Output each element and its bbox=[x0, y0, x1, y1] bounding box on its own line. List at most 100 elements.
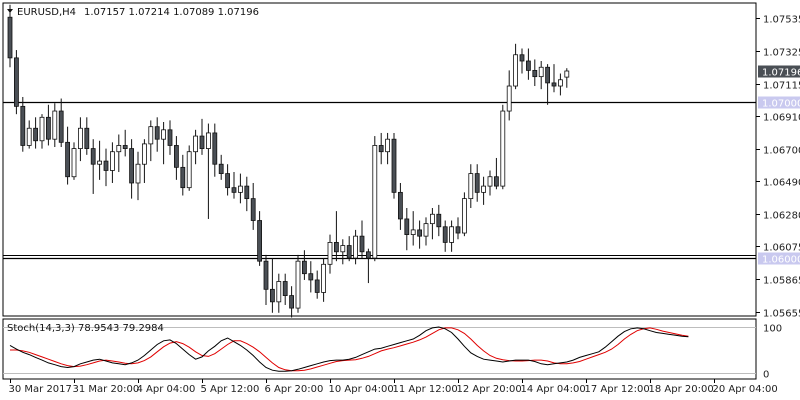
candle-bullish bbox=[39, 116, 45, 142]
candle-bearish bbox=[308, 273, 314, 281]
price-tick-label: 1.06490 bbox=[763, 178, 800, 189]
candle-bearish bbox=[526, 60, 531, 71]
time-tick-label: 5 Apr 12:00 bbox=[201, 384, 260, 395]
candle-bearish bbox=[129, 148, 135, 184]
candle-bearish bbox=[551, 82, 557, 87]
candle-bullish bbox=[26, 127, 32, 146]
price-tick-label: 1.07325 bbox=[763, 48, 800, 59]
price-tick-label: 1.05865 bbox=[763, 276, 800, 287]
current-price-tag bbox=[758, 65, 800, 78]
candle-bullish bbox=[423, 223, 429, 237]
time-tick-label: 31 Mar 20:00 bbox=[73, 384, 140, 395]
candle-bearish bbox=[282, 281, 288, 296]
candle-bearish bbox=[417, 229, 423, 237]
main-panel-frame bbox=[2, 2, 757, 317]
candle-bullish bbox=[558, 79, 563, 87]
candle-bearish bbox=[442, 226, 448, 243]
price-tick-label: 1.07535 bbox=[763, 15, 800, 26]
candle-bullish bbox=[385, 138, 391, 153]
horizontal-lines[interactable]: 1.07000 1.06000 bbox=[3, 96, 800, 266]
candle-bearish bbox=[167, 129, 173, 146]
candle-bullish bbox=[141, 143, 147, 165]
time-tick-label: 10 Apr 04:00 bbox=[329, 384, 394, 395]
candle-bearish bbox=[359, 235, 365, 253]
candle-bearish bbox=[519, 54, 525, 62]
candle-bearish bbox=[84, 127, 90, 149]
candle-bullish bbox=[500, 110, 506, 187]
candle-bearish bbox=[65, 141, 70, 178]
candle-bullish bbox=[327, 242, 333, 265]
price-tick-label: 1.05655 bbox=[763, 309, 800, 320]
candle-bullish bbox=[538, 66, 544, 78]
candle-bearish bbox=[46, 116, 51, 140]
candle-bullish bbox=[564, 70, 570, 78]
time-tick-label: 30 Mar 2017 bbox=[9, 384, 72, 395]
price-tick-label: 1.06075 bbox=[763, 243, 800, 254]
candle-bullish bbox=[449, 226, 455, 243]
candle-bullish bbox=[506, 85, 512, 112]
candle-bearish bbox=[333, 242, 339, 253]
candle-bearish bbox=[225, 173, 231, 189]
candle-bullish bbox=[513, 54, 518, 87]
candle-bullish bbox=[429, 213, 435, 225]
time-tick-label: 14 Apr 04:00 bbox=[521, 384, 586, 395]
level-price-tag-label: 1.06000 bbox=[762, 255, 800, 266]
candle-bullish bbox=[372, 145, 378, 259]
price-tick-label: 1.06700 bbox=[763, 146, 800, 157]
candle-bearish bbox=[391, 138, 397, 193]
candle-bullish bbox=[276, 281, 282, 303]
price-tick-label: 1.06280 bbox=[763, 211, 800, 222]
candle-bullish bbox=[461, 198, 467, 234]
candle-bearish bbox=[545, 66, 550, 84]
candle-bearish bbox=[436, 213, 442, 228]
candle-bullish bbox=[481, 185, 487, 193]
candle-bearish bbox=[269, 288, 275, 303]
candle-bearish bbox=[13, 57, 19, 107]
price-axis[interactable]: 1.07535 1.07325 1.07115 1.06910 1.06700 1.064… bbox=[756, 15, 800, 320]
candle-bullish bbox=[116, 145, 122, 153]
candle-bearish bbox=[257, 220, 263, 262]
candle-bullish bbox=[410, 229, 416, 235]
time-tick-label: 17 Apr 12:00 bbox=[585, 384, 650, 395]
price-tick-label: 1.07115 bbox=[763, 81, 800, 92]
candle-bullish bbox=[237, 185, 243, 193]
chart-menu-triangle-icon[interactable] bbox=[7, 9, 13, 13]
candle-bullish bbox=[321, 263, 327, 293]
candle-bearish bbox=[289, 295, 295, 309]
indicator-panel-frame bbox=[2, 318, 757, 380]
time-axis[interactable]: 30 Mar 2017 31 Mar 20:004 Apr 04:00 5 Apr … bbox=[9, 379, 778, 395]
candle-bullish bbox=[148, 126, 154, 145]
candles[interactable] bbox=[7, 4, 570, 318]
candle-bearish bbox=[244, 185, 250, 200]
level-price-tag bbox=[758, 252, 800, 265]
ohlc-values: 1.07157 1.07214 1.07089 1.07196 bbox=[84, 7, 259, 18]
current-price-tag-label: 1.07196 bbox=[762, 68, 800, 79]
candle-bearish bbox=[301, 260, 307, 275]
candle-bullish bbox=[52, 110, 58, 140]
candle-bearish bbox=[103, 160, 109, 171]
stochastic-signal-line bbox=[10, 327, 689, 372]
candle-bearish bbox=[455, 226, 461, 234]
candle-bearish bbox=[58, 110, 64, 143]
candle-bearish bbox=[212, 132, 218, 165]
indicator-level-label: 100 bbox=[763, 324, 782, 335]
time-tick-label: 18 Apr 20:00 bbox=[649, 384, 714, 395]
candle-bearish bbox=[474, 173, 480, 193]
candle-bullish bbox=[186, 151, 192, 189]
time-tick-label: 4 Apr 04:00 bbox=[137, 384, 196, 395]
level-price-tag bbox=[758, 96, 800, 109]
candle-bearish bbox=[218, 163, 224, 175]
candle-bearish bbox=[20, 105, 26, 146]
candle-bullish bbox=[295, 260, 301, 309]
candle-bullish bbox=[110, 151, 115, 171]
candle-bearish bbox=[404, 218, 410, 235]
candle-bearish bbox=[532, 69, 538, 78]
candle-bullish bbox=[205, 132, 211, 149]
candle-bullish bbox=[193, 135, 199, 153]
candle-bullish bbox=[468, 173, 474, 200]
candle-bearish bbox=[154, 126, 160, 140]
candle-bullish bbox=[78, 127, 83, 149]
price-tick-label: 1.06910 bbox=[763, 113, 800, 124]
candle-bearish bbox=[250, 198, 256, 221]
